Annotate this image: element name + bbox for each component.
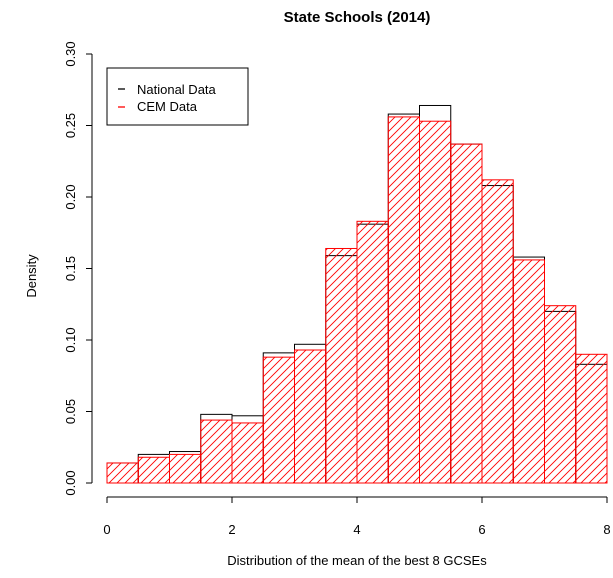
x-tick-label: 6 <box>478 522 485 537</box>
x-tick-label: 0 <box>103 522 110 537</box>
legend: National Data CEM Data <box>106 67 249 126</box>
cem-bar <box>294 349 327 484</box>
cem-bar <box>137 456 170 484</box>
x-axis-label: Distribution of the mean of the best 8 G… <box>227 553 487 568</box>
x-tick-label: 2 <box>228 522 235 537</box>
cem-bar <box>387 116 420 484</box>
y-tick-label: 0.25 <box>63 113 78 138</box>
cem-bar <box>231 422 264 484</box>
cem-bar <box>481 179 514 484</box>
y-axis-label: Density <box>24 254 39 298</box>
cem-bar <box>200 419 233 484</box>
y-tick-label: 0.15 <box>63 256 78 281</box>
x-tick-label: 8 <box>603 522 610 537</box>
cem-bar <box>575 353 608 484</box>
cem-bar <box>419 120 452 484</box>
y-tick-label: 0.20 <box>63 184 78 209</box>
legend-box <box>106 67 249 126</box>
x-tick-label: 4 <box>353 522 360 537</box>
y-tick-label: 0.05 <box>63 399 78 424</box>
cem-bar <box>262 356 295 484</box>
cem-bar <box>450 143 483 484</box>
cem-bar <box>356 220 389 484</box>
chart-title: State Schools (2014) <box>284 9 431 26</box>
y-ticks: 0.00 0.05 0.10 0.15 0.20 0.25 0.30 <box>63 41 92 496</box>
legend-label-national: National Data <box>137 82 217 97</box>
y-tick-label: 0.00 <box>63 470 78 495</box>
x-ticks: 0 2 4 6 8 <box>103 497 611 537</box>
bars-layer <box>106 104 608 484</box>
cem-bar <box>106 462 139 484</box>
legend-label-cem: CEM Data <box>137 99 198 114</box>
cem-bar <box>169 453 202 484</box>
cem-bar <box>512 259 545 484</box>
y-tick-label: 0.30 <box>63 41 78 66</box>
y-tick-label: 0.10 <box>63 327 78 352</box>
cem-bar <box>544 305 577 484</box>
cem-bar <box>325 247 358 484</box>
